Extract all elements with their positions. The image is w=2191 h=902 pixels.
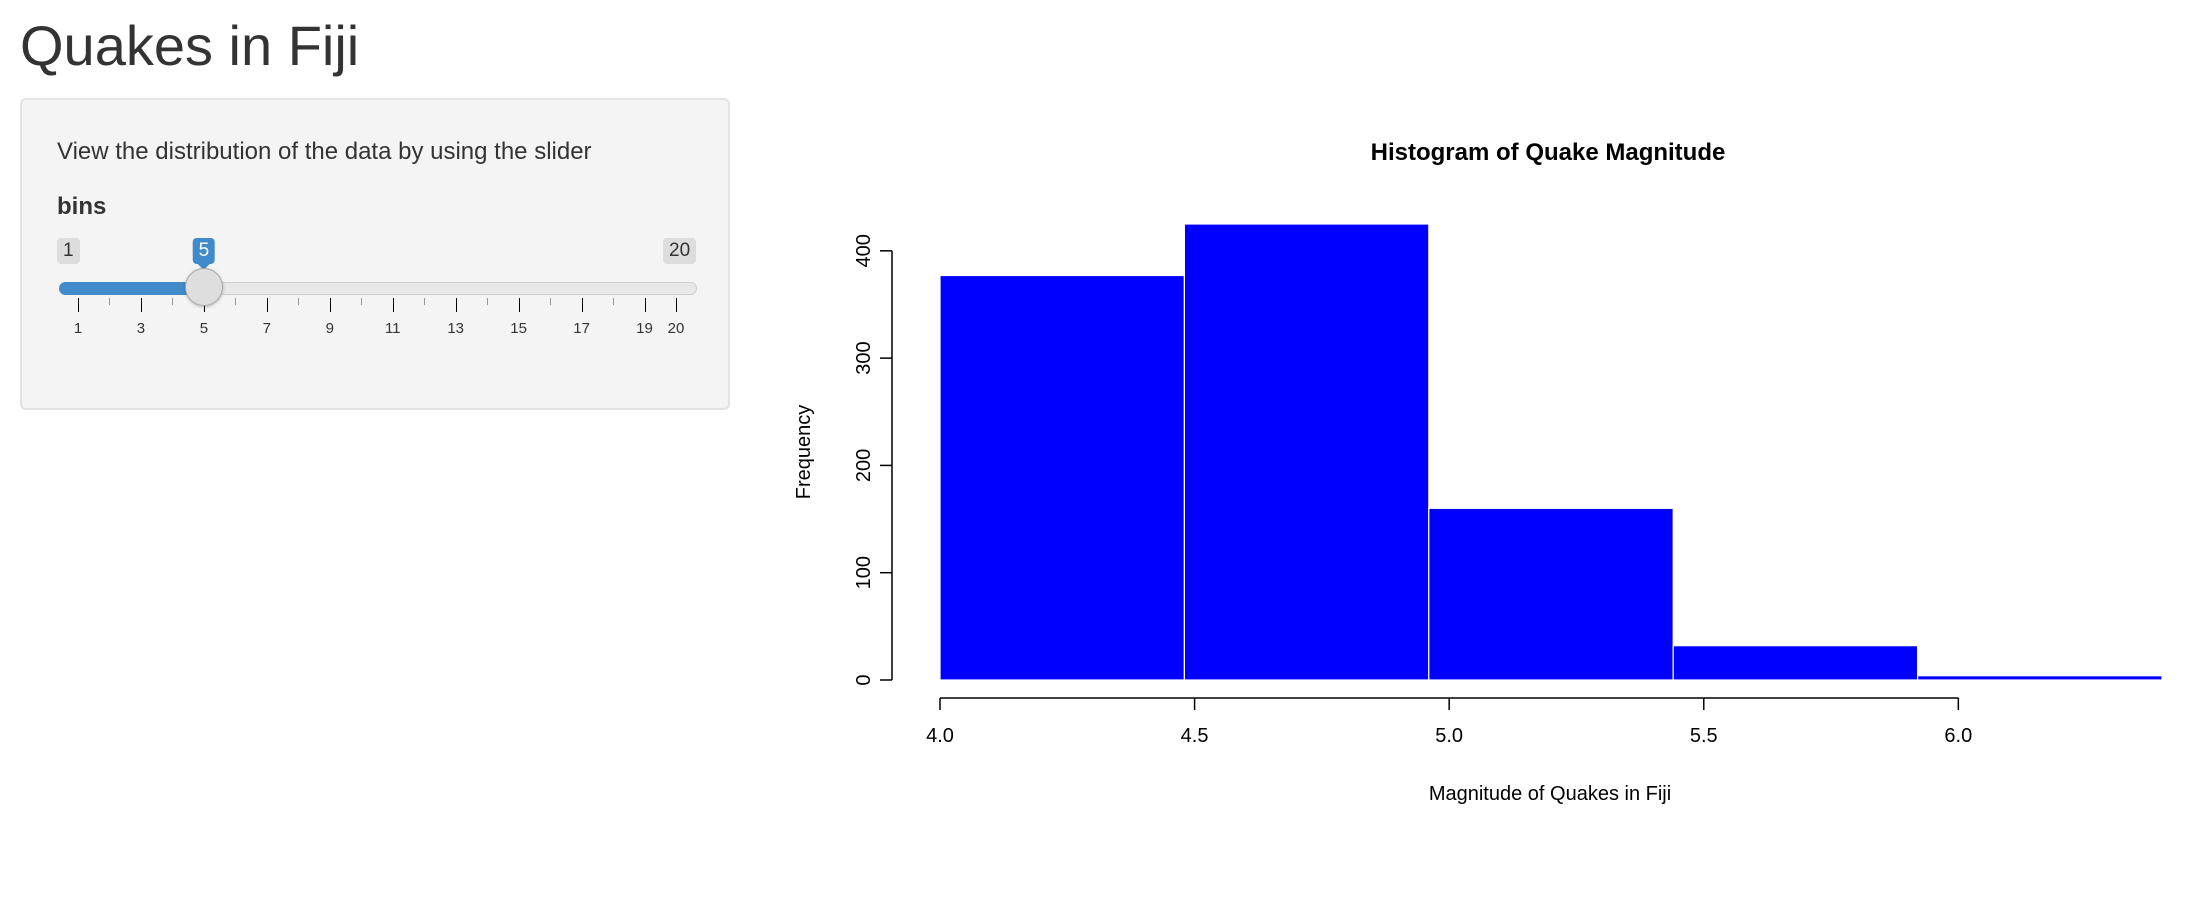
slider-tick (109, 298, 111, 305)
slider-tick-label: 9 (325, 320, 334, 337)
slider-min-label: 1 (57, 238, 80, 264)
histogram-bar (939, 274, 1185, 681)
slider-tick (172, 298, 174, 305)
y-tick-label: 100 (853, 556, 875, 589)
slider-label: bins (57, 193, 107, 220)
slider-tick (455, 298, 457, 312)
slider-tick (676, 298, 677, 312)
slider-tick-label: 19 (636, 320, 653, 337)
y-tick-label: 200 (853, 449, 875, 482)
slider-track-fill (59, 282, 204, 295)
x-tick-label: 4.0 (926, 725, 954, 747)
slider-tick (424, 298, 426, 305)
histogram-bar (1916, 675, 2163, 681)
slider-tick-label: 7 (262, 320, 271, 337)
chart-x-axis-label: Magnitude of Quakes in Fiji (1429, 783, 1671, 805)
slider-tick (140, 298, 142, 312)
y-tick-label: 400 (853, 234, 875, 267)
histogram-bar (1672, 645, 1919, 681)
slider-tick-label: 15 (510, 320, 527, 337)
slider-tick-label: 17 (573, 320, 590, 337)
x-tick-label: 5.0 (1435, 725, 1463, 747)
slider-tick (298, 298, 300, 305)
slider-tick (518, 298, 520, 312)
histogram-bars (939, 223, 2163, 681)
slider-tick-label: 5 (199, 320, 209, 337)
slider-tick (613, 298, 615, 305)
page-title: Quakes in Fiji (20, 14, 360, 77)
slider-handle[interactable] (184, 268, 223, 306)
slider-tick-label: 3 (136, 320, 146, 337)
slider-tick (329, 298, 331, 312)
slider-tick (266, 298, 268, 312)
x-axis: 4.0 4.5 5.0 5.5 6.0 (926, 697, 1972, 747)
slider-tick-label: 1 (73, 320, 83, 337)
slider-tick (644, 298, 646, 312)
y-tick-label: 0 (853, 674, 875, 685)
sidebar-panel: View the distribution of the data by usi… (20, 98, 730, 410)
slider-tick-label: 11 (384, 320, 401, 337)
chart-y-axis-label: Frequency (793, 405, 815, 500)
x-tick-label: 5.5 (1690, 725, 1718, 747)
slider-tick (361, 298, 363, 305)
chart-title: Histogram of Quake Magnitude (1371, 139, 1726, 166)
slider-tick (581, 298, 583, 312)
slider-tick (235, 298, 237, 305)
slider-tick (78, 298, 79, 312)
x-tick-label: 6.0 (1944, 725, 1972, 747)
histogram-bar (1183, 223, 1430, 681)
slider-tick (487, 298, 489, 305)
help-text: View the distribution of the data by usi… (57, 138, 592, 165)
histogram-bar (1428, 507, 1674, 681)
slider-max-label: 20 (663, 238, 697, 264)
x-tick-label: 4.5 (1181, 725, 1209, 747)
histogram-chart: Histogram of Quake Magnitude Frequency M… (793, 139, 2163, 805)
bins-slider[interactable]: 1 20 5 1 3 5 7 9 11 13 15 17 19 20 (22, 100, 728, 408)
slider-tick-label: 13 (447, 320, 465, 337)
slider-value-label: 5 (192, 238, 216, 270)
slider-tick (392, 298, 394, 312)
slider-tick-label: 20 (667, 320, 685, 337)
slider-tick (550, 298, 552, 305)
y-tick-label: 300 (853, 341, 875, 374)
y-axis: 0 100 200 300 400 (853, 234, 893, 686)
slider-grid: 1 3 5 7 9 11 13 15 17 19 20 (22, 100, 728, 408)
